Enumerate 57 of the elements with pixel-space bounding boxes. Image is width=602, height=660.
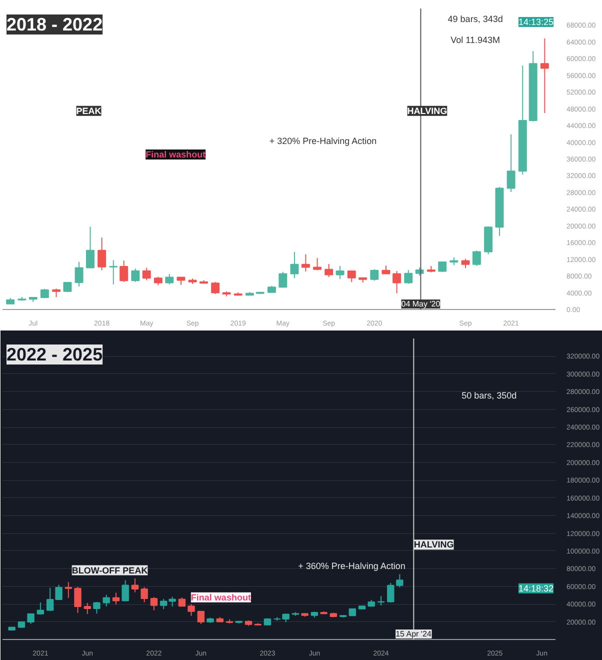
annotation: HALVING xyxy=(414,540,454,550)
annotation: Final washout xyxy=(190,592,251,602)
candlestick xyxy=(165,273,174,285)
annotation: HALVING xyxy=(407,106,448,116)
candlestick xyxy=(150,596,158,611)
candlestick xyxy=(109,260,118,285)
ref-line-label: 15 Apr '24 xyxy=(396,630,432,638)
candlestick xyxy=(93,601,100,614)
candlestick xyxy=(290,251,299,279)
annotation: 49 bars, 343d xyxy=(448,14,503,24)
annotation: 14:13:25 xyxy=(518,17,554,28)
candlestick xyxy=(540,38,549,114)
candlestick xyxy=(36,602,44,616)
candlestick xyxy=(324,263,334,278)
annotation: + 360% Pre-Halving Action xyxy=(298,560,406,571)
candlestick xyxy=(370,268,379,282)
annotation: Final washout xyxy=(146,149,206,160)
annotation: + 320% Pre-Halving Action xyxy=(269,136,377,146)
candlestick xyxy=(313,258,322,271)
candlestick xyxy=(86,226,94,269)
annotation: 14:18:32 xyxy=(518,583,554,594)
candlestick xyxy=(404,269,413,284)
candlestick xyxy=(278,271,288,288)
candlestick xyxy=(131,578,139,593)
candlestick xyxy=(64,582,72,598)
candlestick xyxy=(211,281,220,295)
candlestick xyxy=(122,580,129,602)
candlestick xyxy=(120,260,128,282)
candlestick xyxy=(396,574,404,588)
candlestick xyxy=(347,270,356,283)
candlestick xyxy=(74,261,84,288)
candlestick xyxy=(131,268,140,282)
candlestick xyxy=(74,586,82,614)
candlestick xyxy=(438,261,447,273)
candlestick xyxy=(387,582,394,603)
candlestick xyxy=(506,134,516,193)
chart-title: 2022 - 2025 xyxy=(6,344,103,364)
annotation: Vol 11.943M xyxy=(450,35,500,46)
annotation: BLOW-OFF PEAK xyxy=(72,565,148,576)
candlestick xyxy=(112,592,120,605)
candlestick xyxy=(142,267,151,281)
annotation: 50 bars, 350d xyxy=(462,390,517,401)
ref-line-label: 04 May '20 xyxy=(401,300,441,308)
candlestick xyxy=(336,266,344,280)
candlestick xyxy=(98,237,106,271)
candlestick xyxy=(301,254,310,272)
candlestick xyxy=(461,258,470,269)
chart-title: 2018 - 2022 xyxy=(6,14,103,34)
candlestick xyxy=(188,604,195,616)
candlestick xyxy=(102,594,110,607)
candlestick xyxy=(84,602,92,615)
annotation: PEAK xyxy=(76,106,102,116)
candlestick xyxy=(140,586,148,603)
candlestick xyxy=(472,250,481,267)
candlestick xyxy=(27,613,34,624)
candlestick xyxy=(197,610,205,624)
candlestick xyxy=(392,270,402,294)
